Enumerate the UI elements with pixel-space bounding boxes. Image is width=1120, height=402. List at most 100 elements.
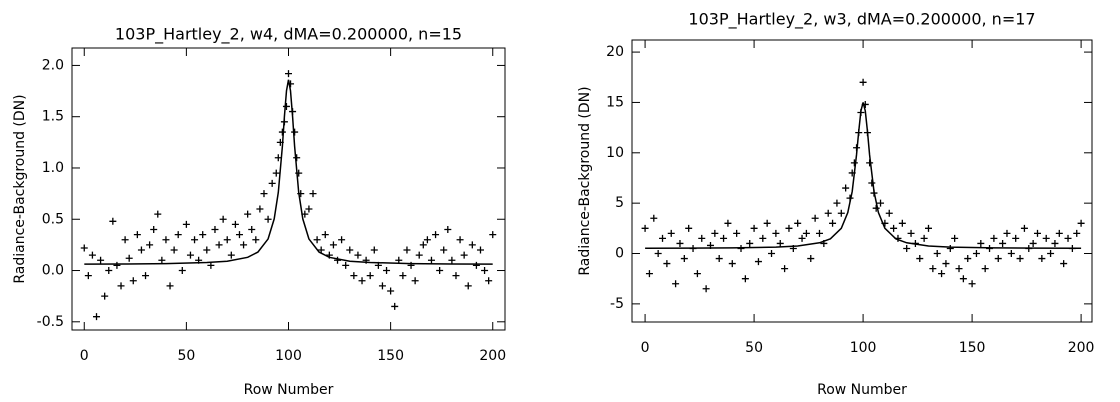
data-point	[84, 272, 92, 280]
data-point	[728, 260, 736, 268]
data-point	[772, 229, 780, 237]
x-tick-label: 100	[275, 348, 302, 364]
data-point	[342, 261, 350, 269]
data-point	[903, 244, 911, 252]
fit-line	[84, 79, 493, 265]
data-point	[432, 231, 440, 239]
data-point	[440, 246, 448, 254]
data-point	[150, 226, 158, 234]
data-point	[702, 285, 710, 293]
data-point	[877, 199, 885, 207]
data-point	[481, 267, 489, 275]
data-point	[309, 190, 317, 198]
chart-title: 103P_Hartley_2, w3, dMA=0.200000, n=17	[688, 10, 1035, 30]
data-point	[807, 255, 815, 263]
data-point	[842, 184, 850, 192]
data-point	[667, 229, 675, 237]
data-point	[741, 275, 749, 283]
data-point	[955, 265, 963, 273]
data-point	[802, 229, 810, 237]
data-point	[278, 128, 286, 136]
data-point	[162, 236, 170, 244]
data-point	[346, 246, 354, 254]
data-point	[158, 256, 166, 264]
data-point	[1012, 234, 1020, 242]
data-point	[1060, 260, 1068, 268]
data-point	[166, 282, 174, 290]
data-point	[641, 224, 649, 232]
data-point	[645, 270, 653, 278]
data-point	[672, 280, 680, 288]
data-point	[824, 209, 832, 217]
data-point	[293, 154, 301, 162]
data-point	[746, 239, 754, 247]
data-point	[423, 236, 431, 244]
data-point	[890, 224, 898, 232]
data-point	[1007, 250, 1015, 258]
data-point	[121, 236, 129, 244]
y-tick-label: 1.0	[42, 160, 64, 176]
data-point	[981, 265, 989, 273]
data-point	[427, 256, 435, 264]
data-point	[946, 244, 954, 252]
data-point	[798, 234, 806, 242]
data-point	[391, 302, 399, 310]
data-point	[785, 224, 793, 232]
data-point	[403, 246, 411, 254]
y-tick-label: 5	[615, 195, 624, 211]
data-point	[154, 210, 162, 218]
data-point	[178, 267, 186, 275]
data-point	[916, 255, 924, 263]
data-point	[754, 258, 762, 266]
data-point	[203, 246, 211, 254]
data-point	[781, 265, 789, 273]
data-point	[833, 199, 841, 207]
data-point	[436, 267, 444, 275]
data-point	[174, 231, 182, 239]
x-tick-label: 150	[959, 340, 986, 356]
data-point	[125, 254, 133, 262]
data-point	[1073, 229, 1081, 237]
data-point	[685, 224, 693, 232]
y-tick-label: 20	[606, 44, 624, 60]
data-point	[97, 256, 105, 264]
data-point	[680, 255, 688, 263]
data-point	[274, 154, 282, 162]
x-tick-label: 50	[745, 340, 763, 356]
data-point	[750, 224, 758, 232]
data-point	[654, 250, 662, 258]
data-point	[80, 244, 88, 252]
data-point	[133, 231, 141, 239]
data-point	[419, 241, 427, 249]
data-point	[1064, 234, 1072, 242]
data-point	[354, 251, 362, 259]
data-point	[252, 236, 260, 244]
data-point	[994, 255, 1002, 263]
data-point	[676, 239, 684, 247]
data-point	[715, 255, 723, 263]
y-axis-label: Radiance-Background (DN)	[12, 94, 28, 283]
data-point	[399, 272, 407, 280]
data-point	[942, 260, 950, 268]
data-point	[350, 272, 358, 280]
data-point	[698, 234, 706, 242]
y-tick-label: 2.0	[42, 57, 64, 73]
data-point	[105, 267, 113, 275]
data-point	[1020, 224, 1028, 232]
data-point	[305, 205, 313, 213]
data-point	[1029, 239, 1037, 247]
data-point	[387, 287, 395, 295]
data-point	[93, 313, 101, 321]
x-tick-label: 0	[80, 348, 89, 364]
data-point	[938, 270, 946, 278]
data-point	[920, 234, 928, 242]
data-point	[456, 236, 464, 244]
data-point	[129, 277, 137, 285]
data-point	[378, 282, 386, 290]
x-tick-label: 150	[377, 348, 404, 364]
data-point	[137, 246, 145, 254]
y-tick-label: -0.5	[37, 314, 64, 330]
data-point	[929, 265, 937, 273]
y-tick-label: 0.5	[42, 211, 64, 227]
data-point	[868, 179, 876, 187]
